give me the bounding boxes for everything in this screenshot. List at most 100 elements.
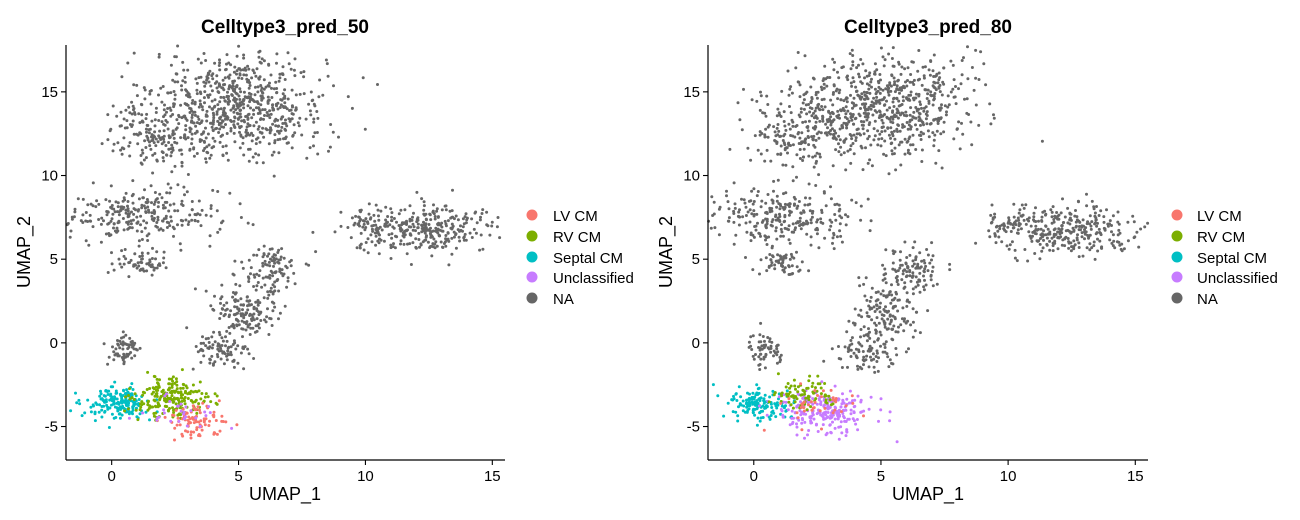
data-point: [922, 106, 926, 110]
data-point: [145, 234, 149, 238]
data-point: [925, 122, 929, 126]
data-point: [304, 117, 308, 121]
data-point: [153, 375, 157, 379]
data-point: [801, 418, 805, 422]
data-point: [152, 414, 156, 418]
data-point: [411, 222, 415, 226]
data-point: [254, 74, 258, 78]
data-point: [784, 400, 788, 404]
data-point: [879, 115, 883, 119]
data-point: [866, 197, 870, 201]
data-point: [221, 420, 225, 423]
data-point: [225, 307, 229, 311]
data-point: [861, 350, 865, 353]
data-point: [284, 118, 287, 122]
data-point: [878, 305, 882, 309]
data-point: [903, 240, 907, 244]
data-point: [810, 135, 814, 139]
data-point: [872, 357, 876, 361]
data-point: [148, 418, 151, 422]
data-point: [174, 408, 178, 412]
data-point: [204, 157, 208, 161]
data-point: [844, 404, 848, 408]
data-point: [215, 86, 219, 90]
data-point: [199, 348, 202, 352]
data-point: [433, 217, 437, 221]
data-point: [1080, 224, 1084, 228]
data-point: [142, 86, 146, 90]
data-point: [172, 408, 175, 412]
data-point: [146, 408, 150, 412]
data-point: [227, 61, 231, 65]
data-point: [139, 223, 142, 227]
data-point: [781, 259, 785, 262]
data-point: [222, 303, 226, 307]
data-point: [422, 229, 426, 233]
data-point: [742, 87, 745, 91]
data-point: [750, 98, 754, 102]
data-point: [205, 119, 209, 123]
data-point: [186, 173, 190, 176]
data-point: [208, 244, 212, 248]
data-point: [121, 406, 125, 410]
data-point: [852, 351, 856, 355]
data-point: [747, 340, 751, 344]
data-point: [376, 83, 379, 86]
data-point: [816, 382, 820, 386]
data-point: [158, 378, 161, 382]
data-point: [770, 406, 774, 409]
data-point: [273, 261, 277, 265]
data-point: [312, 144, 315, 148]
data-point: [215, 110, 219, 114]
data-point: [773, 267, 777, 271]
data-point: [955, 127, 959, 131]
data-point: [165, 153, 168, 157]
data-point: [797, 131, 801, 134]
data-point: [190, 109, 194, 113]
data-point: [812, 165, 816, 169]
data-point: [123, 248, 127, 251]
data-point: [224, 144, 228, 148]
data-point: [243, 120, 246, 124]
data-point: [927, 135, 931, 139]
data-point: [367, 212, 371, 216]
data-point: [798, 83, 802, 87]
data-point: [857, 75, 861, 79]
data-point: [857, 112, 861, 116]
data-point: [876, 143, 880, 147]
data-point: [279, 103, 283, 107]
data-point: [112, 222, 116, 226]
data-point: [196, 212, 200, 216]
data-point: [210, 107, 214, 111]
data-point: [808, 374, 812, 378]
data-point: [860, 95, 864, 99]
data-point: [447, 239, 451, 243]
data-point: [734, 233, 738, 237]
data-point: [235, 54, 239, 58]
data-point: [202, 399, 206, 403]
data-point: [297, 124, 301, 128]
data-point: [114, 347, 118, 351]
data-point: [939, 132, 943, 136]
data-point: [781, 234, 785, 238]
data-point: [1096, 249, 1100, 253]
data-point: [172, 414, 176, 417]
data-point: [1002, 222, 1006, 226]
data-point: [195, 411, 199, 415]
data-point: [193, 110, 197, 114]
data-point: [252, 273, 256, 277]
data-point: [789, 384, 793, 388]
data-point: [190, 113, 194, 117]
data-point: [793, 197, 797, 201]
legend-label: Septal CM: [553, 250, 623, 267]
data-point: [918, 251, 922, 255]
data-point: [318, 78, 322, 82]
data-point: [216, 230, 220, 234]
data-point: [939, 117, 943, 121]
data-point: [810, 211, 814, 215]
data-point: [904, 80, 907, 84]
data-point: [901, 269, 905, 273]
data-point: [913, 329, 917, 333]
data-point: [192, 146, 196, 150]
data-point: [397, 224, 401, 227]
